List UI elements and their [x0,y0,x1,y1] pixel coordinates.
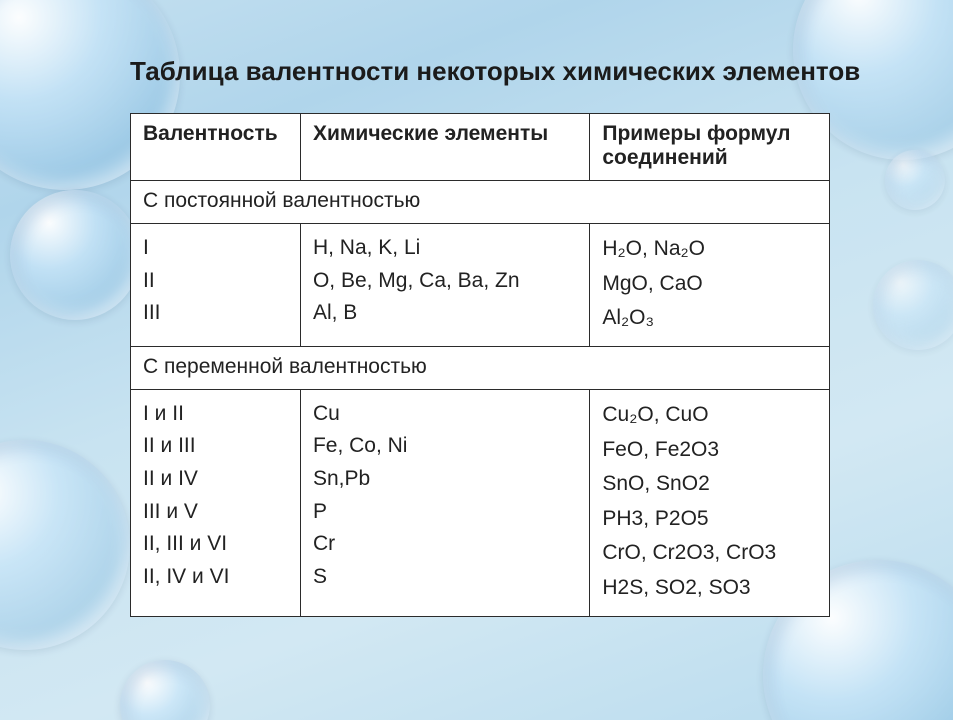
valence-line: II и IV [143,463,288,496]
cell-variable-examples: Cu₂O, CuO FeO, Fe2O3 SnO, SnO2 PH3, P2O5… [590,389,830,616]
section-row-variable: С переменной валентностью [131,346,830,389]
elements-line: Cr [313,528,577,561]
elements-line: H, Na, K, Li [313,232,577,265]
elements-line: Al, B [313,297,577,330]
cell-variable-elements: Cu Fe, Co, Ni Sn,Pb P Cr S [300,389,589,616]
cell-constant-valence: I II III [131,224,301,347]
valence-line: II и III [143,430,288,463]
examples-line: SnO, SnO2 [602,467,817,502]
valence-line: III и V [143,496,288,529]
header-valence: Валентность [131,114,301,181]
page-title: Таблица валентности некоторых химических… [130,56,913,87]
examples-line: Cu₂O, CuO [602,398,817,433]
header-examples: Примеры формул соединений [590,114,830,181]
table-header-row: Валентность Химические элементы Примеры … [131,114,830,181]
table-row: I и II II и III II и IV III и V II, III … [131,389,830,616]
table-row: I II III H, Na, K, Li O, Be, Mg, Ca, Ba,… [131,224,830,347]
valence-line: II, IV и VI [143,561,288,594]
examples-line: H2S, SO2, SO3 [602,571,817,606]
cell-variable-valence: I и II II и III II и IV III и V II, III … [131,389,301,616]
valence-line: II [143,265,288,298]
section-row-constant: С постоянной валентностью [131,181,830,224]
elements-line: O, Be, Mg, Ca, Ba, Zn [313,265,577,298]
examples-line: MgO, CaO [602,267,817,302]
examples-line: FeO, Fe2O3 [602,433,817,468]
examples-line: H₂O, Na₂O [602,232,817,267]
examples-line: Al₂O₃ [602,301,817,336]
section-variable-label: С переменной валентностью [131,346,830,389]
valence-line: I и II [143,398,288,431]
header-elements: Химические элементы [300,114,589,181]
examples-line: CrO, Cr2O3, CrO3 [602,536,817,571]
valence-line: II, III и VI [143,528,288,561]
section-constant-label: С постоянной валентностью [131,181,830,224]
examples-line: PH3, P2O5 [602,502,817,537]
elements-line: Fe, Co, Ni [313,430,577,463]
valence-line: III [143,297,288,330]
elements-line: Sn,Pb [313,463,577,496]
elements-line: Cu [313,398,577,431]
slide-stage: Таблица валентности некоторых химических… [0,0,953,720]
cell-constant-examples: H₂O, Na₂O MgO, CaO Al₂O₃ [590,224,830,347]
elements-line: P [313,496,577,529]
valence-table: Валентность Химические элементы Примеры … [130,113,830,617]
elements-line: S [313,561,577,594]
cell-constant-elements: H, Na, K, Li O, Be, Mg, Ca, Ba, Zn Al, B [300,224,589,347]
valence-line: I [143,232,288,265]
